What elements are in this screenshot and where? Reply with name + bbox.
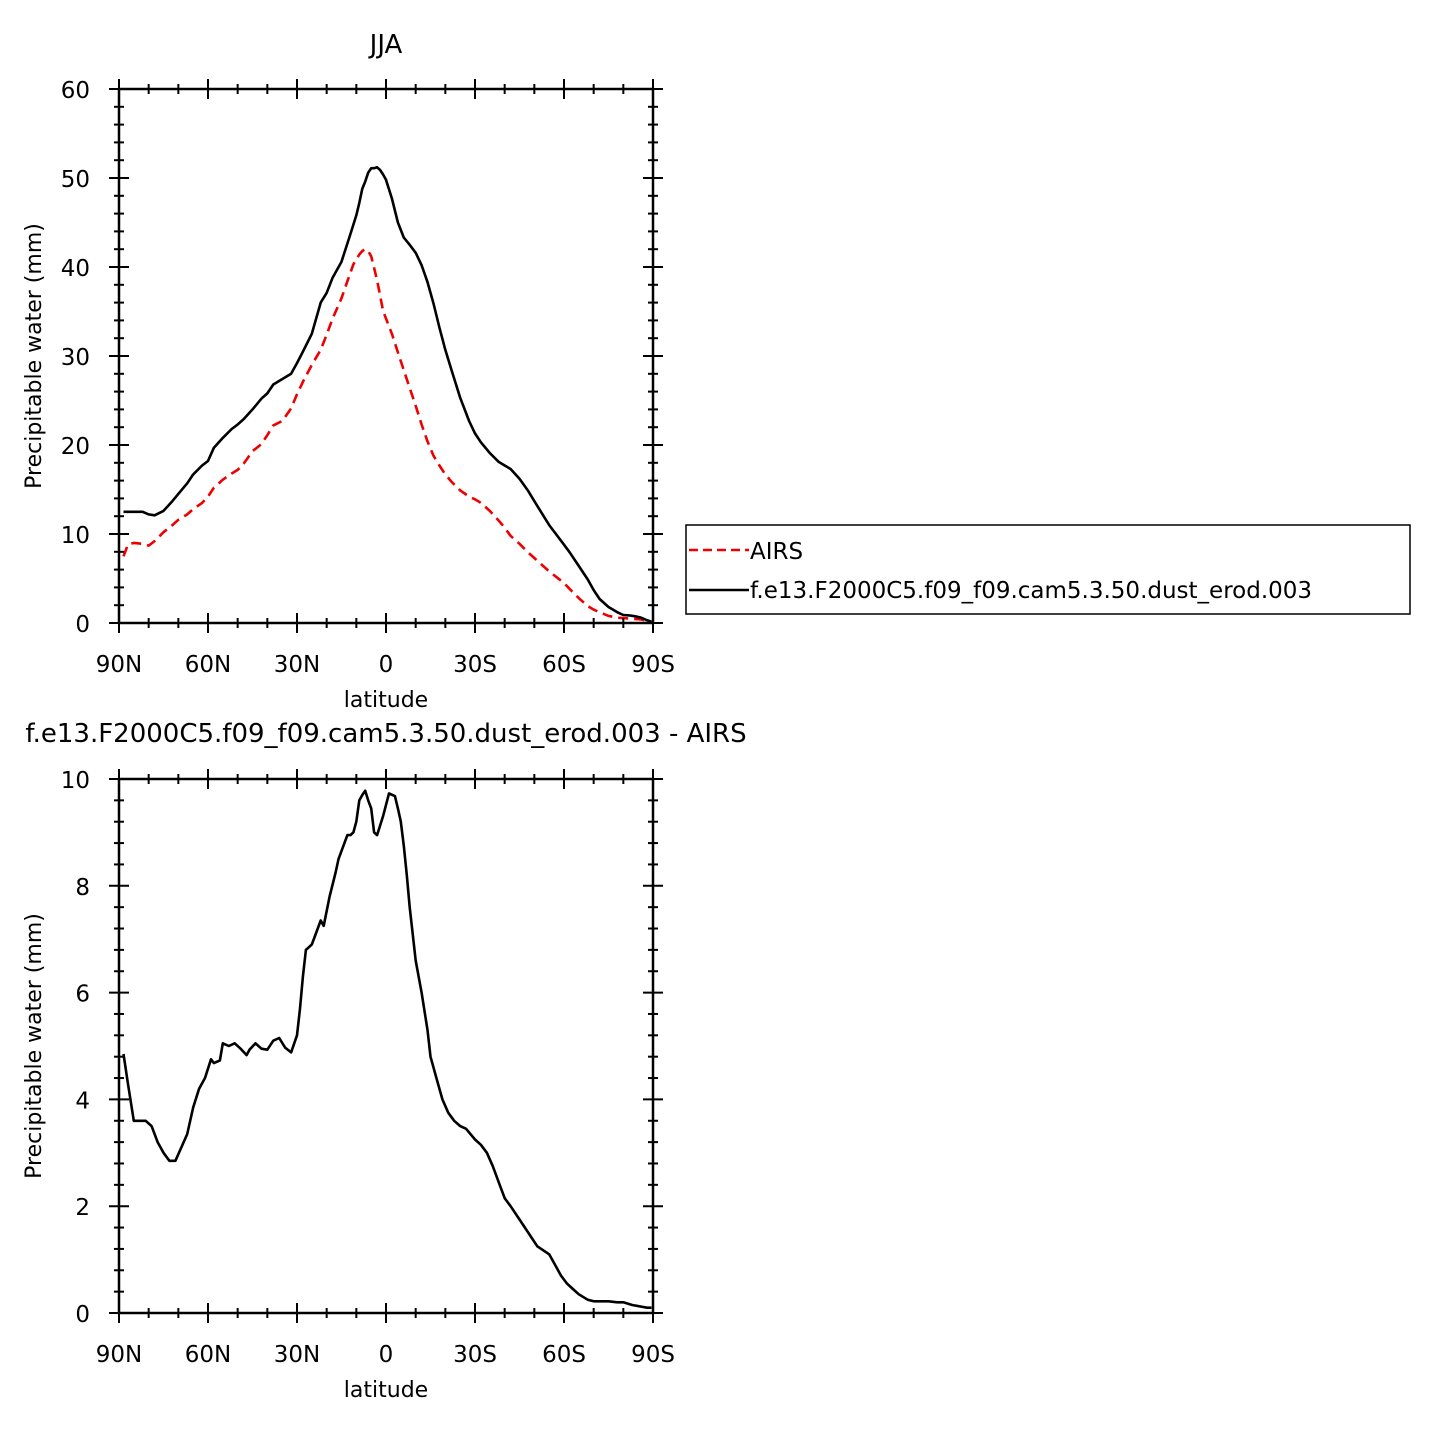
top-plot-series: [122, 166, 652, 624]
top-axis-ticks: [109, 79, 663, 633]
bottom-y-axis-label: Precipitable water (mm): [22, 913, 47, 1179]
top-x-tick-label: 30S: [453, 652, 497, 678]
legend: AIRS f.e13.F2000C5.f09_f09.cam5.3.50.dus…: [685, 524, 1411, 615]
bottom-y-tick-label: 6: [75, 982, 90, 1008]
top-x-tick-label: 90N: [96, 652, 142, 678]
top-tick-labels: 90N 60N 30N 0 30S 60S 90S 0 10 20 30 40 50 60: [61, 78, 675, 678]
bottom-chart-title: f.e13.F2000C5.f09_f09.cam5.3.50.dust_ero…: [25, 719, 746, 749]
bottom-y-tick-label: 4: [75, 1088, 90, 1114]
top-y-tick-label: 10: [61, 523, 90, 549]
bottom-panel: f.e13.F2000C5.f09_f09.cam5.3.50.dust_ero…: [22, 719, 747, 1403]
bottom-x-axis-label: latitude: [344, 1378, 428, 1403]
bottom-axis-ticks: [109, 769, 663, 1323]
top-plot-frame: [117, 87, 655, 625]
bottom-tick-labels: 90N 60N 30N 0 30S 60S 90S 0 2 4 6 8 10: [61, 768, 675, 1368]
bottom-y-tick-label: 2: [75, 1195, 90, 1221]
top-x-tick-label: 60N: [185, 652, 231, 678]
bottom-series-difference-line: [122, 789, 652, 1309]
top-y-tick-label: 40: [61, 256, 90, 282]
bottom-x-tick-label: 90S: [631, 1342, 675, 1368]
bottom-y-tick-label: 10: [61, 768, 90, 794]
top-y-tick-label: 50: [61, 167, 90, 193]
bottom-y-tick-label: 0: [75, 1302, 90, 1328]
legend-model-label: f.e13.F2000C5.f09_f09.cam5.3.50.dust_ero…: [750, 578, 1312, 604]
top-chart-title: JJA: [368, 30, 403, 60]
top-x-tick-label: 30N: [274, 652, 320, 678]
bottom-y-tick-label: 8: [75, 875, 90, 901]
top-x-axis-label: latitude: [344, 688, 428, 713]
top-panel: JJA 90N 60N 30N 0 30S 60S 90S 0 10 20 30 40 50 60 lat…: [22, 30, 675, 713]
top-y-tick-label: 0: [75, 612, 90, 638]
top-y-tick-label: 20: [61, 434, 90, 460]
bottom-x-tick-label: 30S: [453, 1342, 497, 1368]
top-series-airs-line: [122, 247, 652, 624]
top-y-tick-label: 60: [61, 78, 90, 104]
top-y-tick-label: 30: [61, 345, 90, 371]
bottom-x-tick-label: 0: [379, 1342, 394, 1368]
bottom-x-tick-label: 90N: [96, 1342, 142, 1368]
bottom-x-tick-label: 30N: [274, 1342, 320, 1368]
bottom-x-tick-label: 60N: [185, 1342, 231, 1368]
top-series-model-line: [123, 166, 652, 623]
bottom-x-tick-label: 60S: [542, 1342, 586, 1368]
bottom-plot-frame: [117, 777, 655, 1315]
bottom-plot-series: [122, 789, 652, 1309]
top-x-tick-label: 0: [379, 652, 394, 678]
top-y-axis-label: Precipitable water (mm): [22, 223, 47, 489]
legend-airs-label: AIRS: [750, 539, 803, 565]
top-x-tick-label: 90S: [631, 652, 675, 678]
top-x-tick-label: 60S: [542, 652, 586, 678]
legend-box: [685, 524, 1411, 615]
